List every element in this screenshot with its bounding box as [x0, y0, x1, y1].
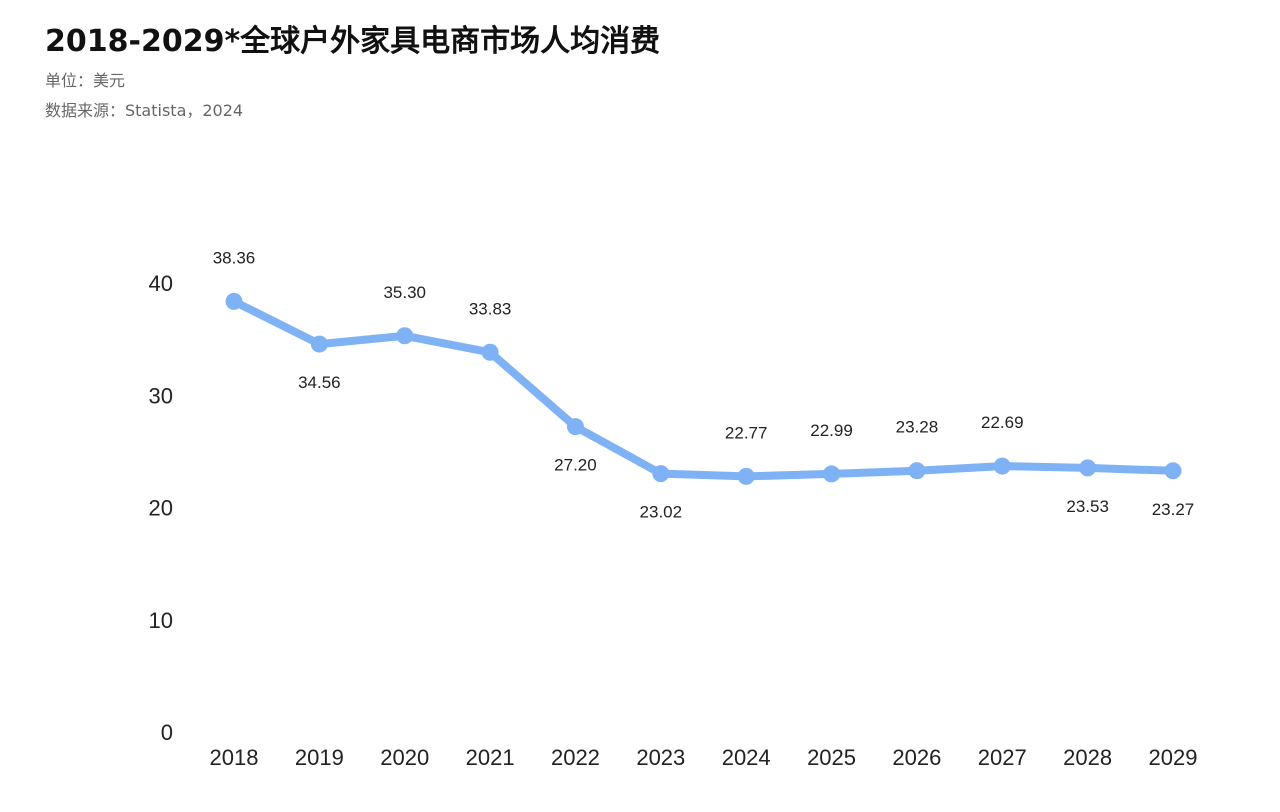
data-point — [737, 467, 755, 485]
data-point — [225, 292, 243, 310]
data-point — [908, 462, 926, 480]
x-tick-label: 2019 — [295, 745, 344, 770]
data-point — [310, 335, 328, 353]
data-label: 22.77 — [725, 423, 768, 442]
data-point — [1164, 462, 1182, 480]
x-tick-label: 2029 — [1149, 745, 1198, 770]
data-point — [993, 457, 1011, 475]
data-label: 38.36 — [213, 248, 256, 267]
data-label: 34.56 — [298, 373, 341, 392]
data-point — [1079, 459, 1097, 477]
data-point — [652, 465, 670, 483]
x-tick-label: 2027 — [978, 745, 1027, 770]
x-tick-label: 2026 — [892, 745, 941, 770]
y-tick-label: 0 — [161, 720, 173, 745]
series-group — [230, 297, 1177, 481]
x-axis: 2018 2019 2020 2021 2022 2023 2024 2025 2026 2027… — [210, 745, 1198, 770]
points-group — [225, 292, 1182, 485]
series-line — [230, 297, 1177, 481]
data-point — [823, 465, 841, 483]
x-tick-label: 2024 — [722, 745, 771, 770]
data-point — [566, 418, 584, 436]
data-label: 33.83 — [469, 299, 512, 318]
chart-title: 2018-2029*全球户外家具电商市场人均消费 — [45, 24, 661, 59]
y-tick-label: 30 — [149, 383, 173, 408]
y-axis: 0 10 20 30 40 — [149, 271, 173, 745]
y-tick-label: 20 — [149, 496, 173, 521]
data-point — [481, 343, 499, 361]
unit-label: 单位：美元 — [45, 71, 126, 90]
data-label: 22.99 — [810, 421, 853, 440]
data-label: 35.30 — [383, 283, 426, 302]
x-tick-label: 2023 — [636, 745, 685, 770]
x-tick-label: 2020 — [380, 745, 429, 770]
y-tick-label: 40 — [149, 271, 173, 296]
chart-header: 2018-2029*全球户外家具电商市场人均消费 单位：美元 数据来源：Stat… — [45, 22, 1245, 122]
data-label: 22.69 — [981, 413, 1024, 432]
data-label: 23.53 — [1066, 497, 1109, 516]
data-label: 23.27 — [1152, 500, 1195, 519]
x-tick-label: 2022 — [551, 745, 600, 770]
data-point — [396, 327, 414, 345]
data-label: 23.02 — [640, 503, 683, 522]
data-label: 27.20 — [554, 456, 597, 475]
x-tick-label: 2025 — [807, 745, 856, 770]
x-tick-label: 2018 — [210, 745, 259, 770]
y-tick-label: 10 — [149, 608, 173, 633]
data-labels-group: 38.36 34.56 35.30 33.83 27.20 23.02 22.77 22.99… — [213, 248, 1195, 521]
data-label: 23.28 — [896, 418, 939, 437]
x-tick-label: 2028 — [1063, 745, 1112, 770]
x-tick-label: 2021 — [466, 745, 515, 770]
source-label: 数据来源：Statista，2024 — [45, 101, 244, 120]
